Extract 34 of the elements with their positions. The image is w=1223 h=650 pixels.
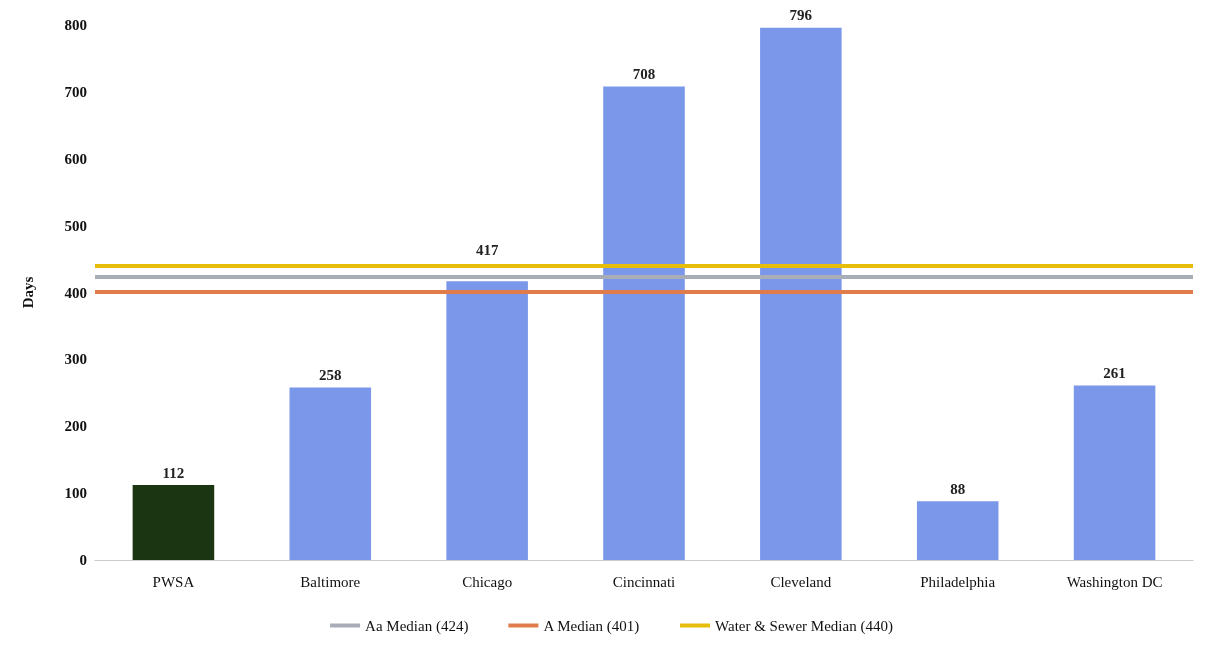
- y-tick-label: 400: [64, 284, 87, 301]
- legend-label: Aa Median (424): [365, 617, 469, 635]
- bar: [446, 281, 528, 560]
- x-tick-label: Chicago: [462, 573, 513, 590]
- y-tick-label: 100: [64, 485, 87, 502]
- y-tick-label: 600: [64, 150, 87, 167]
- x-tick-label: Baltimore: [300, 573, 361, 590]
- x-tick-label: Philadelphia: [920, 573, 996, 590]
- bar: [603, 86, 685, 560]
- bar: [760, 27, 842, 560]
- y-tick-label: 700: [64, 83, 87, 100]
- data-label: 258: [319, 366, 342, 383]
- x-tick-label: Cincinnati: [612, 573, 676, 590]
- legend-label: Water & Sewer Median (440): [715, 617, 893, 635]
- data-label: 417: [475, 242, 499, 259]
- data-label: 261: [1103, 364, 1126, 381]
- y-tick-label: 500: [64, 217, 87, 234]
- data-label: 708: [632, 66, 656, 83]
- bar: [1073, 385, 1156, 560]
- y-tick-label: 0: [79, 552, 87, 568]
- data-label: 796: [789, 7, 813, 24]
- bar: [289, 387, 372, 560]
- y-tick-label: 300: [64, 351, 87, 368]
- data-label: 112: [162, 464, 185, 481]
- y-tick-label: 800: [64, 17, 87, 33]
- bar: [132, 485, 215, 560]
- data-label: 88: [950, 480, 966, 497]
- y-tick-label: 200: [64, 418, 87, 435]
- bar: [916, 501, 999, 560]
- y-axis-title: Days: [19, 276, 36, 309]
- x-tick-label: Cleveland: [770, 573, 832, 590]
- legend-label: A Median (401): [543, 617, 640, 635]
- x-tick-label: PWSA: [152, 573, 195, 590]
- x-tick-label: Washington DC: [1066, 573, 1163, 590]
